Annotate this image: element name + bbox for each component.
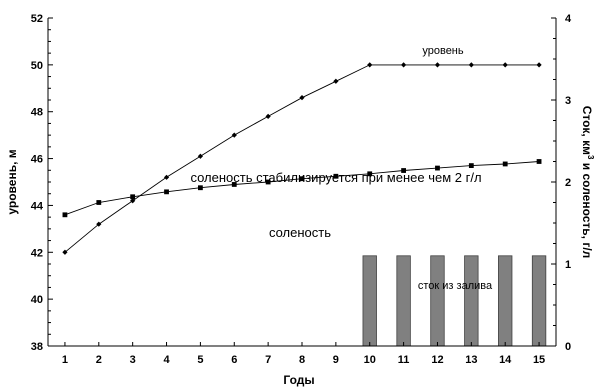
annotation-salinity: соленость — [269, 225, 331, 240]
x-tick-label-13: 14 — [499, 354, 512, 366]
salinity-point — [435, 165, 440, 171]
series-markers — [62, 62, 542, 255]
salinity-point — [164, 189, 169, 195]
salinity-point — [367, 171, 373, 177]
y2-tick-label-3: 3 — [565, 95, 571, 107]
runoff-bar — [531, 255, 547, 347]
y2-tick-label-2: 2 — [565, 177, 571, 189]
x-tick-label-2: 3 — [130, 354, 136, 366]
level-point — [536, 62, 542, 68]
salinity-point — [401, 168, 406, 173]
x-tick-label-5: 6 — [231, 354, 237, 366]
runoff-bar — [396, 255, 411, 347]
annotation-level: уровень — [422, 45, 464, 57]
x-tick-label-8: 9 — [333, 354, 339, 366]
x-tick-label-1: 2 — [96, 354, 102, 366]
runoff-bar — [362, 255, 377, 347]
y-tick-label-5: 48 — [31, 107, 43, 119]
salinity-point — [333, 173, 339, 179]
salinity-point — [502, 161, 508, 167]
level-point — [367, 62, 373, 68]
level-point — [299, 95, 305, 101]
x-tick-label-12: 13 — [465, 354, 477, 366]
y-tick-label-4: 46 — [31, 154, 43, 166]
x-tick-label-0: 1 — [62, 354, 68, 366]
level-point — [265, 113, 271, 119]
x-tick-label-10: 11 — [398, 354, 410, 366]
x-tick-label-7: 8 — [299, 354, 305, 366]
level-point — [62, 249, 68, 255]
x-axis-title: Годы — [283, 373, 314, 387]
runoff-bar — [498, 255, 513, 347]
level-point — [468, 62, 474, 68]
runoff-bar — [464, 255, 479, 347]
axes — [47, 17, 557, 347]
y2-tick-label-1: 1 — [565, 259, 571, 271]
x-tick-label-6: 7 — [265, 354, 271, 366]
salinity-point — [62, 212, 68, 218]
x-tick-label-9: 10 — [364, 354, 376, 366]
annotation-salinity-stabilizes: соленость стабилизируется при менее чем … — [190, 170, 481, 185]
salinity-point — [468, 163, 474, 168]
y2-axis-title-main: Сток, км — [580, 106, 594, 155]
salinity-point — [265, 179, 271, 185]
y-tick-label-0: 38 — [31, 341, 43, 353]
runoff-bars — [362, 255, 547, 347]
level-point — [401, 62, 407, 68]
level-point — [163, 174, 170, 180]
y-tick-label-2: 42 — [31, 247, 43, 259]
level-point — [502, 62, 508, 68]
x-tick-label-3: 4 — [163, 354, 170, 366]
y-tick-label-1: 40 — [31, 294, 43, 306]
x-tick-label-4: 5 — [197, 354, 203, 366]
level-point — [96, 221, 102, 227]
y2-axis-title: Сток, км3 и соленость, г/л — [580, 106, 594, 259]
y-tick-label-7: 52 — [31, 13, 43, 25]
runoff-bar — [430, 255, 445, 347]
level-point — [434, 62, 441, 68]
y-axis-title: уровень, м — [5, 149, 19, 214]
y2-axis-title-sup: 3 — [586, 155, 594, 160]
salinity-point — [536, 159, 542, 164]
salinity-point — [96, 200, 102, 205]
salinity-point — [299, 176, 305, 182]
level-point — [197, 153, 203, 159]
salinity-point — [231, 182, 237, 187]
x-tick-label-11: 12 — [431, 354, 443, 366]
y-tick-label-3: 44 — [31, 200, 44, 212]
salinity-point — [198, 185, 203, 191]
annotation-runoff: сток из залива — [418, 280, 493, 292]
y-tick-label-6: 50 — [31, 60, 43, 72]
level-point — [231, 132, 237, 138]
salinity-point — [130, 194, 136, 200]
level-point — [333, 78, 339, 84]
level-point — [130, 198, 136, 204]
x-tick-label-14: 15 — [533, 354, 545, 366]
y2-axis-title-rest: и соленость, г/л — [580, 159, 594, 258]
y2-tick-label-0: 0 — [565, 341, 571, 353]
y2-tick-label-4: 4 — [565, 13, 572, 25]
